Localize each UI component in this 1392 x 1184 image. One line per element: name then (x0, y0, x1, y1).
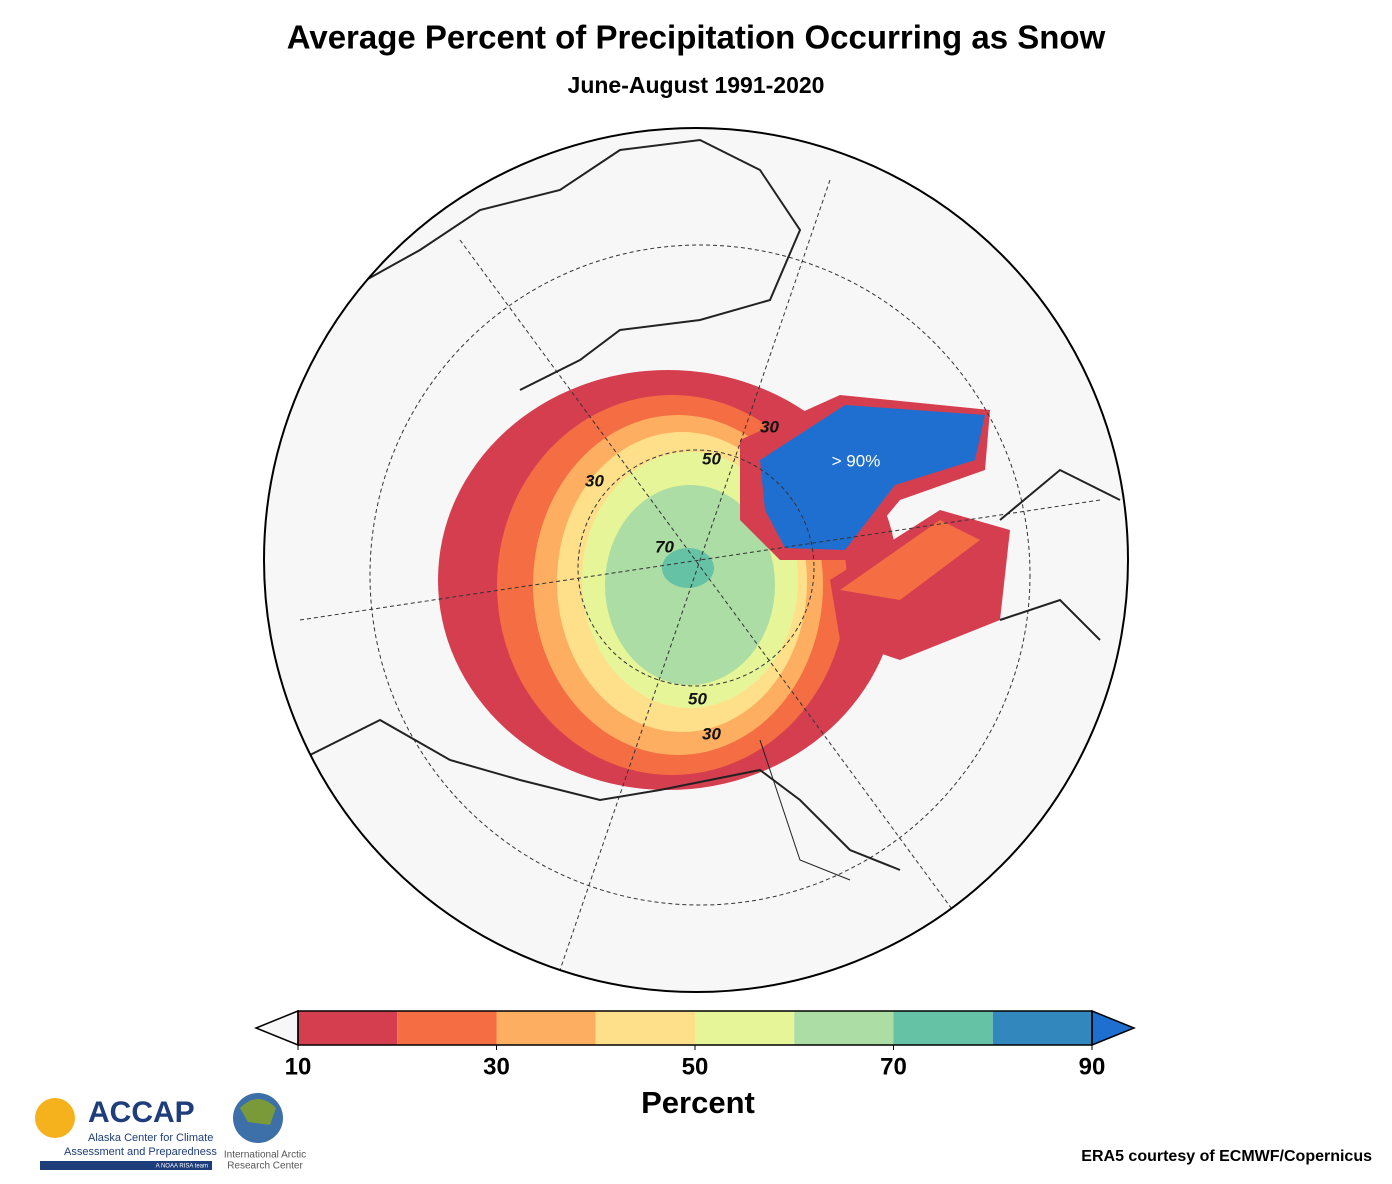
colorbar-tick-label: 70 (880, 1053, 907, 1080)
annotation: > 90% (832, 451, 881, 470)
snow-fields (438, 370, 1010, 790)
credit: ERA5 courtesy of ECMWF/Copernicus (1081, 1148, 1372, 1165)
contour-label: 70 (655, 537, 674, 556)
greenland-core (760, 405, 985, 550)
meridian (559, 179, 831, 971)
colorbar-tick-label: 30 (483, 1053, 510, 1080)
logo-text: Assessment and Preparedness (64, 1146, 217, 1158)
title: Average Percent of Precipitation Occurri… (287, 19, 1106, 56)
border (759, 739, 851, 881)
coastline (299, 718, 901, 871)
globe-land (240, 1099, 276, 1125)
coastline (329, 138, 802, 391)
contour-label: 30 (760, 417, 779, 436)
graticule (299, 179, 1101, 971)
colorbar-segment (893, 1011, 993, 1045)
accap-logo: ACCAP Alaska Center for Climate Assessme… (35, 1096, 217, 1170)
colorbar-tick-label: 50 (682, 1053, 709, 1080)
logo-text: A NOAA RISA team (156, 1164, 208, 1170)
colorbar-segment (992, 1011, 1092, 1045)
colorbar-segment (695, 1011, 795, 1045)
logo-text: Alaska Center for Climate (88, 1132, 213, 1144)
logo-text: Research Center (227, 1161, 303, 1172)
subtitle: June-August 1991-2020 (568, 72, 825, 98)
colorbar-segment (496, 1011, 596, 1045)
contour-label: 50 (688, 689, 707, 708)
logo-bar (40, 1161, 212, 1170)
logo-text: ACCAP (88, 1096, 195, 1129)
map-border (263, 127, 1129, 993)
colorbar-tick-label: 90 (1079, 1053, 1106, 1080)
latitude-circle (369, 244, 1031, 906)
colorbar-segment (298, 1011, 398, 1045)
iarc-logo: International Arctic Research Center (224, 1093, 306, 1172)
colorbar-segment (595, 1011, 695, 1045)
contour-label: 30 (702, 724, 721, 743)
colorbar: 10 30 50 70 90 (254, 1009, 1136, 1080)
colorbar-label: Percent (641, 1085, 755, 1120)
meridian (299, 499, 1101, 621)
colorbar-over (1091, 1009, 1136, 1047)
snow-band (840, 520, 980, 600)
sun-icon (35, 1098, 75, 1138)
meridian (459, 239, 961, 921)
logo-text: International Arctic (224, 1150, 306, 1161)
contour-label: 50 (702, 449, 721, 468)
colorbar-tick-label: 10 (285, 1053, 312, 1080)
colorbar-under (254, 1009, 299, 1047)
coastline (999, 468, 1121, 641)
coastlines (299, 138, 1121, 881)
contour-labels: 30 30 30 50 50 70 (585, 417, 779, 743)
colorbar-segment (397, 1011, 497, 1045)
colorbar-segment (794, 1011, 894, 1045)
latitude-circle (577, 449, 815, 687)
contour-label: 30 (585, 471, 604, 490)
